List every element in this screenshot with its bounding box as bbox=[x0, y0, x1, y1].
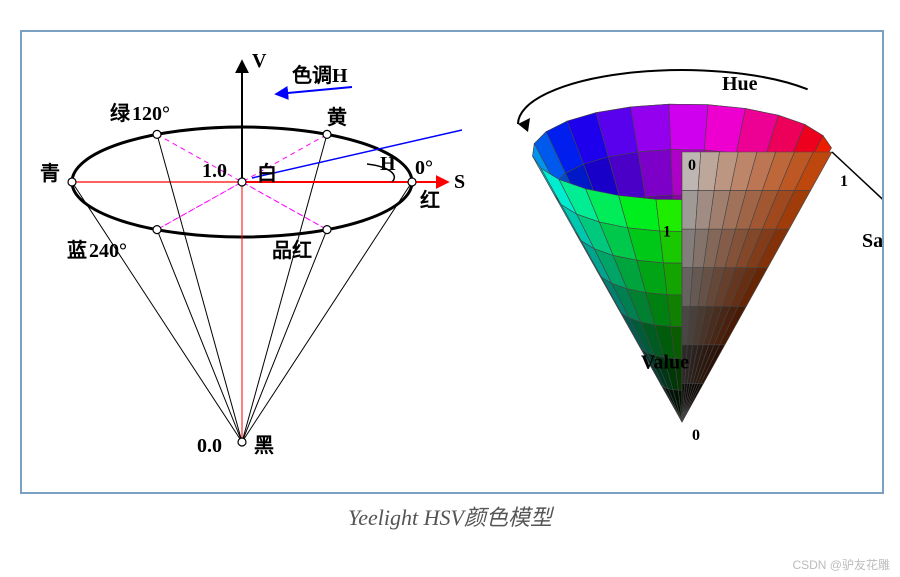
hsv-solid-cone: Saturation 0 1 Value 1 0 Hue bbox=[518, 70, 882, 444]
hue-cyan-name: 青 bbox=[40, 162, 60, 185]
hue-magenta-name: 品红 bbox=[272, 238, 312, 262]
watermark: CSDN @驴友花雕 bbox=[792, 556, 890, 573]
hsv-wireframe-cone: V S H 色调H 0° 红 黄 bbox=[40, 50, 465, 457]
svg-text:0: 0 bbox=[692, 427, 700, 444]
svg-text:Saturation: Saturation bbox=[862, 230, 882, 252]
hue-yellow-name: 黄 bbox=[327, 105, 347, 129]
center-value: 1.0 bbox=[202, 160, 227, 182]
hue-annotation: 色调H bbox=[292, 63, 348, 87]
svg-text:Value: Value bbox=[641, 351, 689, 373]
hue-green-name: 绿120° bbox=[110, 101, 170, 125]
hue-blue-name: 蓝240° bbox=[67, 239, 127, 262]
svg-text:1: 1 bbox=[840, 173, 848, 190]
center-white: 白 bbox=[257, 161, 277, 185]
figure-caption: Yeelight HSV颜色模型 bbox=[0, 500, 900, 532]
svg-text:0: 0 bbox=[688, 157, 696, 174]
svg-text:Hue: Hue bbox=[722, 73, 758, 95]
svg-text:1: 1 bbox=[663, 223, 671, 240]
hue-red-angle: 0° bbox=[415, 157, 433, 179]
diagram-frame: V S H 色调H 0° 红 黄 bbox=[20, 30, 884, 494]
hue-red-name: 红 bbox=[420, 188, 440, 212]
apex-black: 黑 bbox=[254, 434, 274, 457]
hue-angle-h: H bbox=[380, 153, 396, 175]
diagram-svg: V S H 色调H 0° 红 黄 bbox=[22, 32, 882, 492]
axis-s-label: S bbox=[454, 171, 465, 193]
axis-v-label: V bbox=[252, 50, 267, 72]
apex-value: 0.0 bbox=[197, 435, 222, 457]
